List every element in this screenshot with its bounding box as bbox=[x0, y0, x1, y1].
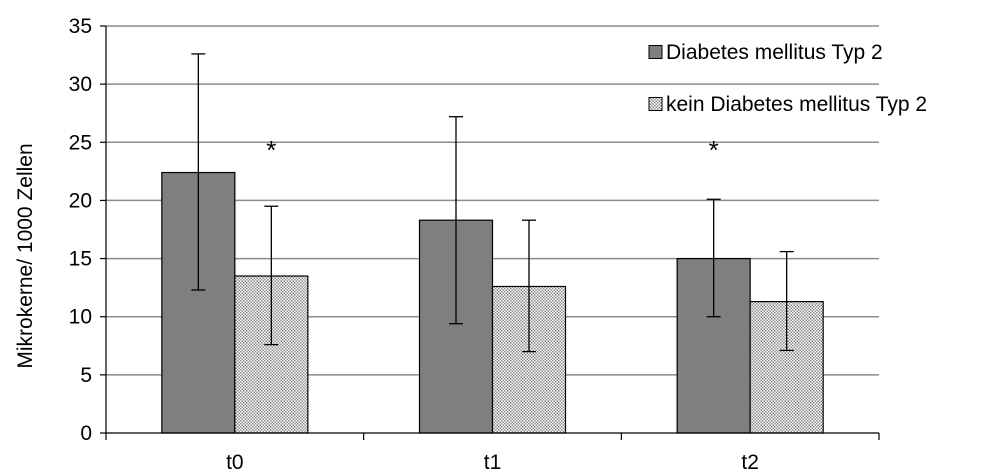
y-tick-labels: 0 5 10 15 20 25 30 35 bbox=[69, 15, 92, 445]
y-tick-label: 35 bbox=[69, 15, 92, 38]
legend-swatch bbox=[648, 45, 663, 59]
annotations: * * bbox=[266, 135, 718, 165]
bars bbox=[161, 171, 824, 434]
axes bbox=[100, 25, 880, 440]
y-tick-label: 30 bbox=[69, 73, 92, 96]
y-tick-label: 20 bbox=[69, 189, 92, 212]
y-tick-label: 25 bbox=[69, 131, 92, 154]
legend-label: kein Diabetes mellitus Typ 2 bbox=[666, 93, 927, 116]
x-tick-label: t0 bbox=[226, 451, 244, 473]
significance-marker: * bbox=[266, 135, 276, 165]
y-tick-label: 0 bbox=[80, 422, 92, 445]
significance-marker: * bbox=[709, 135, 719, 165]
legend-swatch bbox=[648, 97, 663, 111]
error-bars bbox=[191, 53, 794, 353]
x-tick-label: t1 bbox=[484, 451, 502, 473]
y-tick-label: 5 bbox=[80, 364, 92, 387]
x-tick-label: t2 bbox=[741, 451, 759, 473]
y-axis-title: Mikrokerne/ 1000 Zellen bbox=[14, 143, 37, 368]
y-tick-label: 10 bbox=[69, 306, 92, 329]
legend: Diabetes mellitus Typ 2 kein Diabetes mel… bbox=[648, 41, 927, 116]
x-tick-labels: t0 t1 t2 bbox=[226, 451, 759, 473]
y-tick-label: 15 bbox=[69, 248, 92, 271]
legend-label: Diabetes mellitus Typ 2 bbox=[666, 41, 883, 64]
